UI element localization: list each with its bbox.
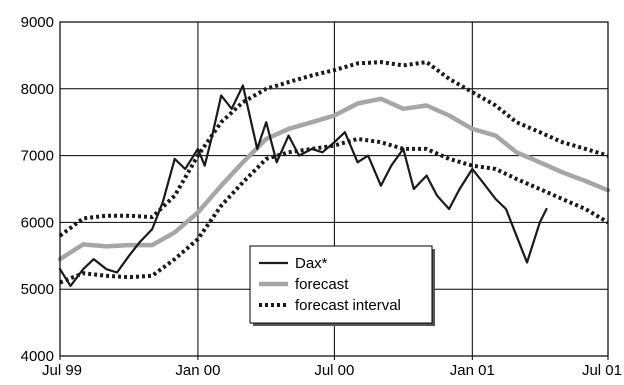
y-tick-label: 7000 [21, 148, 54, 165]
x-tick-label: Jul 01 [582, 362, 622, 379]
legend-label: forecast interval [295, 297, 401, 314]
y-tick-label: 5000 [21, 281, 54, 298]
legend-label: Dax* [295, 255, 328, 272]
x-tick-label: Jan 01 [450, 362, 495, 379]
x-tick-label: Jan 00 [175, 362, 220, 379]
x-tick-label: Jul 99 [42, 362, 82, 379]
legend: Dax* forecast forecast interval [250, 246, 435, 326]
x-tick-label: Jul 00 [314, 362, 354, 379]
x-axis: Jul 99 Jan 00 Jul 00 Jan 01 Jul 01 [42, 356, 622, 379]
legend-label: forecast [295, 276, 349, 293]
y-tick-label: 6000 [21, 214, 54, 231]
y-tick-label: 8000 [21, 81, 54, 98]
y-tick-label: 9000 [21, 14, 54, 31]
